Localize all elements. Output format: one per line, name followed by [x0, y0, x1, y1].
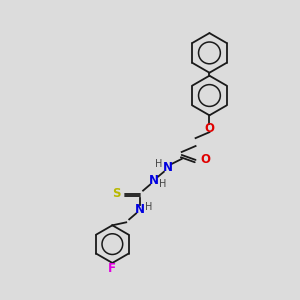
Text: O: O	[204, 122, 214, 135]
Text: H: H	[159, 179, 167, 189]
Text: O: O	[200, 153, 211, 167]
Text: H: H	[145, 202, 153, 212]
Text: N: N	[149, 174, 159, 187]
Text: H: H	[155, 159, 163, 169]
Text: N: N	[135, 203, 145, 216]
Text: N: N	[163, 161, 173, 174]
Text: F: F	[108, 262, 116, 275]
Text: S: S	[112, 187, 120, 200]
